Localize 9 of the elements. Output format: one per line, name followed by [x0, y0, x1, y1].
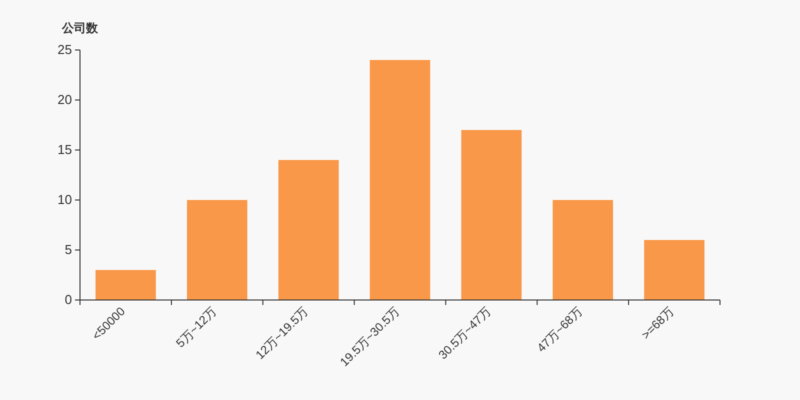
y-tick-label: 0 [64, 292, 72, 307]
x-tick-label: 47万~68万 [534, 304, 585, 355]
y-tick-label: 10 [58, 192, 72, 207]
x-tick-label: 5万~12万 [173, 304, 220, 350]
y-tick-label: 25 [58, 42, 72, 57]
y-tick-label: 20 [58, 92, 72, 107]
y-tick-label: 5 [64, 242, 72, 257]
y-axis-title: 公司数 [61, 21, 99, 35]
y-tick-label: 15 [58, 142, 72, 157]
